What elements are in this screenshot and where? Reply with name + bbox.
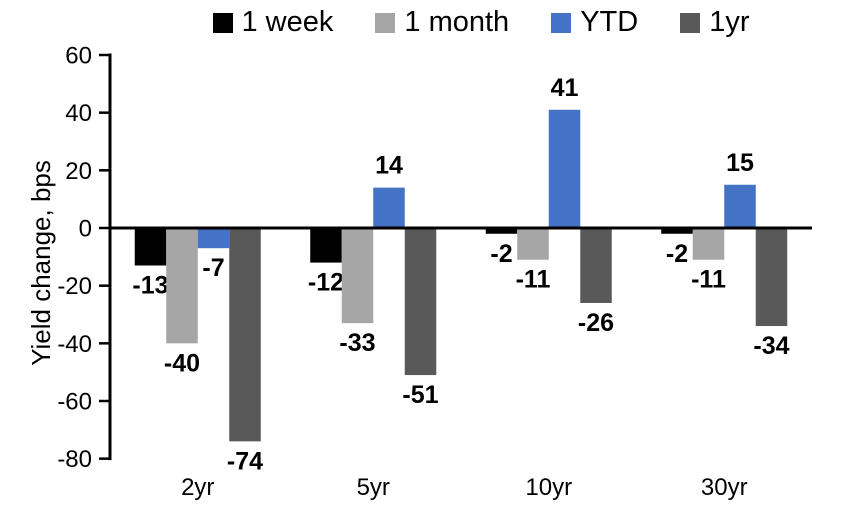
legend-swatch-ytd-icon: [551, 12, 572, 33]
value-label: -34: [753, 332, 789, 360]
x-category-label: 2yr: [181, 474, 214, 501]
value-label: 15: [726, 149, 754, 177]
legend-swatch-1yr-icon: [680, 12, 701, 33]
y-axis-title: Yield change, bps: [26, 160, 56, 366]
value-label: -11: [516, 266, 551, 294]
bar-1-month-30yr: [692, 228, 725, 260]
value-label: -51: [402, 381, 438, 409]
value-label: -2: [490, 240, 512, 268]
bar-1-month-10yr: [517, 228, 549, 260]
legend-swatch-1-month-icon: [375, 12, 396, 33]
bar-1yr-30yr: [755, 228, 788, 327]
value-label: -74: [227, 447, 263, 475]
bar-1-week-5yr: [310, 228, 342, 263]
y-tick-label: -60: [57, 389, 92, 416]
y-tick-label: 60: [65, 43, 92, 70]
bar-1yr-5yr: [404, 228, 437, 376]
value-label: -12: [308, 269, 344, 297]
bar-1-month-5yr: [341, 228, 374, 324]
legend: 1 week 1 month YTD 1yr: [120, 6, 842, 39]
bar-1-week-10yr: [485, 228, 518, 234]
bar-YTD-5yr: [373, 187, 405, 228]
value-label: -26: [578, 309, 614, 337]
x-category-label: 30yr: [701, 474, 748, 501]
x-category-label: 10yr: [525, 474, 572, 501]
legend-swatch-1-week-icon: [212, 12, 233, 33]
legend-item-1yr: 1yr: [680, 6, 749, 39]
y-tick-label: 40: [65, 100, 92, 127]
value-label: -7: [202, 254, 224, 282]
bar-1yr-2yr: [229, 228, 261, 442]
bar-1-week-2yr: [134, 228, 167, 266]
value-label: -40: [164, 349, 200, 377]
value-label: 41: [551, 74, 579, 102]
y-tick-label: -80: [57, 446, 92, 473]
bar-1yr-10yr: [580, 228, 612, 303]
value-label: -33: [339, 329, 375, 357]
value-label: -13: [132, 271, 168, 299]
legend-item-1-month: 1 month: [375, 6, 509, 39]
legend-label-1yr: 1yr: [709, 6, 750, 38]
value-label: 14: [375, 152, 403, 180]
legend-label-1-month: 1 month: [404, 6, 510, 38]
y-tick-label: 20: [65, 158, 92, 185]
legend-label-ytd: YTD: [580, 6, 639, 38]
bar-1-week-30yr: [661, 228, 693, 234]
y-tick-label: -40: [57, 331, 92, 358]
bar-YTD-10yr: [548, 109, 581, 228]
y-tick-label: 0: [79, 216, 92, 243]
bar-1-month-2yr: [166, 228, 198, 344]
legend-label-1-week: 1 week: [241, 6, 334, 38]
value-label: -2: [666, 240, 688, 268]
bar-YTD-30yr: [724, 184, 756, 228]
x-category-label: 5yr: [357, 474, 390, 501]
y-tick-label: -20: [57, 273, 92, 300]
legend-item-ytd: YTD: [551, 6, 638, 39]
value-label: -11: [691, 266, 726, 294]
bar-YTD-2yr: [197, 228, 230, 249]
legend-item-1-week: 1 week: [212, 6, 334, 39]
